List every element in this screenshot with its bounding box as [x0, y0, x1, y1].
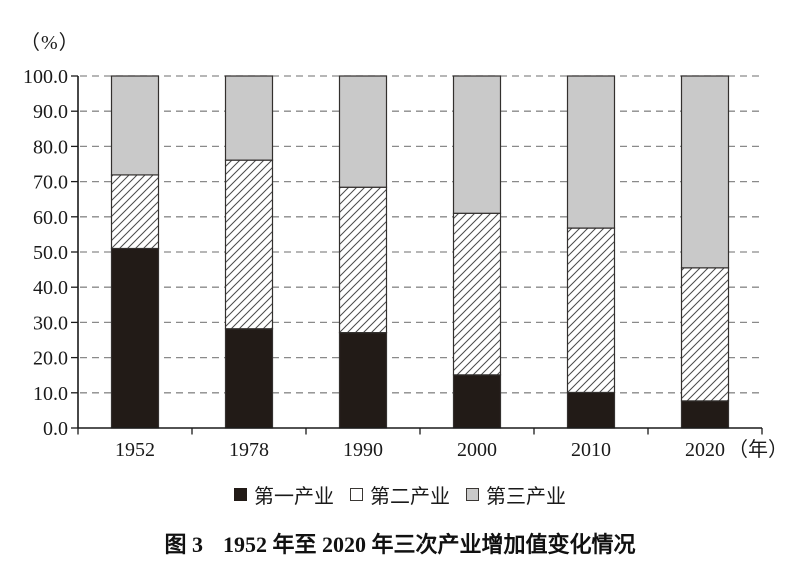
- legend-label-tertiary: 第三产业: [486, 486, 566, 508]
- x-tick-label-2020: 2020: [685, 439, 725, 461]
- legend-item-primary: 第一产业: [234, 480, 334, 509]
- y-tick-label-0.0: 0.0: [43, 418, 68, 440]
- bar-1978-第二产业: [224, 159, 274, 330]
- bar-1952-第一产业: [110, 247, 160, 429]
- bar-2010-第一产业: [566, 391, 616, 429]
- figure-caption-title: 1952 年至 2020 年三次产业增加值变化情况: [223, 532, 636, 557]
- y-tick-label-10.0: 10.0: [33, 383, 68, 405]
- y-tick-label-60.0: 60.0: [33, 207, 68, 229]
- bar-2020-第一产业: [680, 400, 730, 429]
- x-tick-label-1952: 1952: [115, 439, 155, 461]
- bar-1990-第一产业: [338, 332, 388, 429]
- bar-2000-第二产业: [452, 212, 502, 376]
- legend-item-tertiary: 第三产业: [466, 480, 566, 509]
- bar-1978-第一产业: [224, 328, 274, 429]
- y-tick-label-90.0: 90.0: [33, 101, 68, 123]
- y-tick-label-20.0: 20.0: [33, 348, 68, 370]
- x-tick-label-2000: 2000: [457, 439, 497, 461]
- legend-item-secondary: 第二产业: [350, 480, 450, 509]
- figure-caption-number: 图 3: [164, 532, 203, 557]
- x-tick-label-1990: 1990: [343, 439, 383, 461]
- x-tick-label-1978: 1978: [229, 439, 269, 461]
- legend-label-secondary: 第二产业: [370, 486, 450, 508]
- bar-1952-第二产业: [110, 174, 160, 250]
- bar-1990-第二产业: [338, 186, 388, 334]
- bar-2010-第三产业: [566, 75, 616, 229]
- y-axis-unit-label: （%）: [20, 32, 80, 54]
- bar-2020-第三产业: [680, 75, 730, 269]
- y-tick-label-50.0: 50.0: [33, 242, 68, 264]
- stacked-bar-chart: 0.0 10.0 20.0 30.0 40.0 50.0 60.0 70.0 80.0 90.0 1…: [23, 66, 788, 461]
- y-tick-label-100.0: 100.0: [23, 66, 68, 88]
- legend-label-primary: 第一产业: [254, 486, 334, 508]
- bar-2010-第二产业: [566, 227, 616, 394]
- figure-caption: 图 3 1952 年至 2020 年三次产业增加值变化情况: [0, 527, 800, 559]
- y-tick-label-80.0: 80.0: [33, 136, 68, 158]
- y-tick-label-70.0: 70.0: [33, 172, 68, 194]
- legend-swatch-secondary-icon: [350, 488, 363, 501]
- bar-2000-第三产业: [452, 75, 502, 214]
- bar-1990-第三产业: [338, 75, 388, 188]
- y-tick-label-30.0: 30.0: [33, 312, 68, 334]
- x-tick-label-2010: 2010: [571, 439, 611, 461]
- bar-2020-第二产业: [680, 267, 730, 402]
- bar-1978-第三产业: [224, 75, 274, 161]
- y-tick-label-40.0: 40.0: [33, 277, 68, 299]
- legend-swatch-tertiary-icon: [466, 488, 479, 501]
- x-axis-unit-label: （年）: [728, 438, 788, 461]
- legend-swatch-primary-icon: [234, 488, 247, 501]
- chart-legend: 第一产业 第二产业 第三产业: [0, 480, 800, 509]
- bar-1952-第三产业: [110, 75, 160, 176]
- bar-2000-第一产业: [452, 374, 502, 429]
